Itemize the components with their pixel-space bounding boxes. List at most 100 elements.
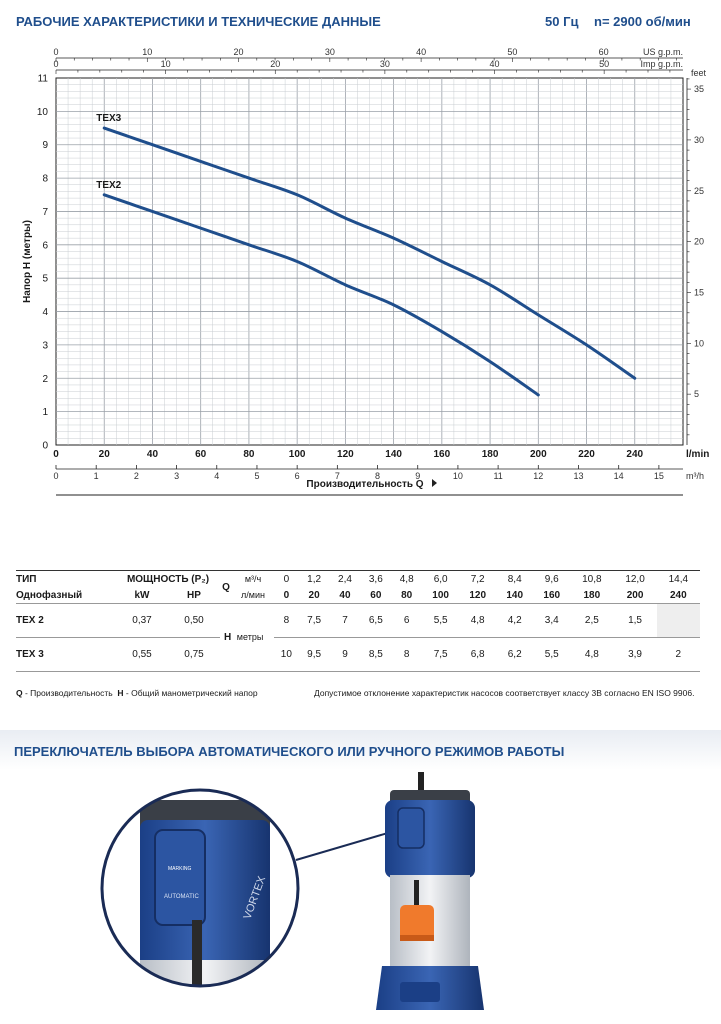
h-letter: H	[224, 632, 232, 643]
head-cell: 6,2	[507, 649, 522, 660]
x-tick-label: 200	[530, 449, 547, 460]
feet-tick-label: 30	[694, 135, 704, 145]
q-lmin-cell: 180	[583, 589, 601, 601]
imp-gpm-tick-label: 40	[490, 59, 500, 69]
head-cell: 9	[342, 649, 348, 660]
imp-gpm-unit: Imp g.p.m.	[640, 59, 683, 69]
m3h-tick-label: 1	[94, 471, 99, 481]
x-tick-label: 120	[337, 449, 354, 460]
m3h-tick-label: 7	[335, 471, 340, 481]
head-cell: 8,5	[368, 649, 383, 660]
head-cell: 2,5	[584, 615, 599, 626]
q-unit-lmin: л/мин	[241, 590, 265, 600]
head-cell-empty	[656, 603, 700, 638]
m3h-tick-label: 3	[174, 471, 179, 481]
phase-header: Однофазный	[16, 589, 83, 601]
x-tick-label: 180	[482, 449, 499, 460]
q-m3h-cell: 9,6	[544, 573, 559, 585]
head-cell: 1,5	[628, 615, 642, 626]
feet-tick-label: 20	[694, 237, 704, 247]
pump-illustration: MARKING AUTOMATIC VORTEX	[100, 772, 484, 1010]
switch-logo-text: MARKING	[168, 866, 191, 872]
m3h-tick-label: 11	[493, 471, 502, 481]
chart-axes	[55, 57, 691, 496]
feet-tick-label: 25	[694, 186, 704, 196]
speed-label: n= 2900 об/мин	[594, 14, 691, 29]
tolerance-note: Допустимое отклонение характеристик насо…	[314, 688, 695, 698]
q-m3h-cell: 2,4	[338, 573, 352, 585]
y-tick-label: 11	[38, 74, 49, 85]
head-cell: 10	[280, 649, 292, 660]
head-cell: 8	[283, 615, 290, 626]
x-unit-label: l/min	[686, 449, 709, 460]
q-lmin-cell: 0	[283, 589, 290, 601]
x-axis-arrow-icon	[432, 479, 437, 487]
chart-grid	[55, 77, 684, 446]
x-tick-label: 60	[195, 449, 207, 460]
x-tick-label: 20	[99, 449, 111, 460]
imp-gpm-tick-label: 0	[53, 59, 58, 69]
q-lmin-cell: 120	[469, 589, 487, 601]
q-lmin-cell: 200	[626, 589, 644, 601]
feet-tick-label: 5	[694, 389, 699, 399]
section-title: ПЕРЕКЛЮЧАТЕЛЬ ВЫБОРА АВТОМАТИЧЕСКОГО ИЛИ…	[14, 744, 565, 759]
q-lmin-cell: 20	[308, 589, 320, 601]
q-m3h-cell: 14,4	[668, 573, 689, 585]
q-m3h-cell: 10,8	[582, 573, 602, 585]
m3h-tick-label: 4	[214, 471, 219, 481]
us-gpm-tick-label: 40	[416, 47, 426, 57]
page-title: РАБОЧИЕ ХАРАКТЕРИСТИКИ И ТЕХНИЧЕСКИЕ ДАН…	[16, 14, 381, 29]
series-label-tex2: TEX2	[96, 180, 121, 191]
footnote-h-letter: H	[117, 688, 124, 698]
section-band	[0, 730, 721, 770]
x-tick-label: 220	[578, 449, 595, 460]
m3h-tick-label: 0	[53, 471, 58, 481]
model-name-tex3: TEX 3	[16, 649, 44, 660]
y-tick-label: 2	[42, 374, 48, 385]
head-cell: 3,9	[628, 649, 642, 660]
y-tick-label: 5	[42, 274, 48, 285]
us-gpm-tick-label: 0	[53, 47, 58, 57]
y-tick-label: 3	[42, 340, 48, 351]
head-cell: 7,5	[433, 649, 448, 660]
q-lmin-cell: 80	[401, 589, 413, 601]
type-header: ТИП	[16, 573, 37, 585]
kw-value-tex3: 0,55	[132, 649, 152, 660]
head-cell: 4,8	[584, 649, 599, 660]
q-unit-m3h: м³/ч	[244, 574, 262, 584]
curve-tex3	[102, 126, 637, 380]
q-m3h-cell: 4,8	[399, 573, 414, 585]
q-m3h-cell: 7,2	[470, 573, 485, 585]
q-letter: Q	[222, 581, 230, 593]
x-axis-title: Производительность Q	[306, 479, 423, 490]
imp-gpm-tick-label: 30	[380, 59, 390, 69]
q-m3h-cell: 6,0	[433, 573, 448, 585]
series-label-tex3: TEX3	[96, 113, 121, 124]
m3h-tick-label: 8	[375, 471, 380, 481]
q-lmin-cell: 160	[543, 589, 561, 601]
power-header: МОЩНОСТЬ (P₂)	[126, 573, 210, 585]
q-lmin-cell: 60	[370, 589, 382, 601]
x-tick-label: 0	[53, 449, 59, 460]
switch-automatic-text: AUTOMATIC	[164, 894, 199, 900]
q-m3h-cell: 12,0	[625, 573, 645, 585]
footnote-h-text: - Общий манометрический напор	[123, 688, 258, 698]
y-tick-label: 8	[42, 174, 48, 185]
imp-gpm-tick-label: 20	[270, 59, 280, 69]
head-cell: 5,5	[433, 615, 448, 626]
head-cell: 6	[403, 615, 410, 626]
m3h-tick-label: 12	[533, 471, 543, 481]
h-unit: метры	[236, 632, 264, 642]
magnified-switch-view: MARKING AUTOMATIC VORTEX	[102, 790, 298, 986]
m3h-unit-label: m³/h	[686, 471, 704, 481]
frequency-label: 50 Гц	[545, 14, 579, 29]
feet-tick-label: 10	[694, 338, 704, 348]
us-gpm-tick-label: 60	[599, 47, 609, 57]
model-name-tex2: TEX 2	[16, 615, 44, 626]
footnote-q-letter: Q	[16, 688, 23, 698]
us-gpm-tick-label: 30	[325, 47, 335, 57]
head-cell: 8	[403, 649, 410, 660]
q-lmin-cell: 100	[432, 589, 449, 601]
